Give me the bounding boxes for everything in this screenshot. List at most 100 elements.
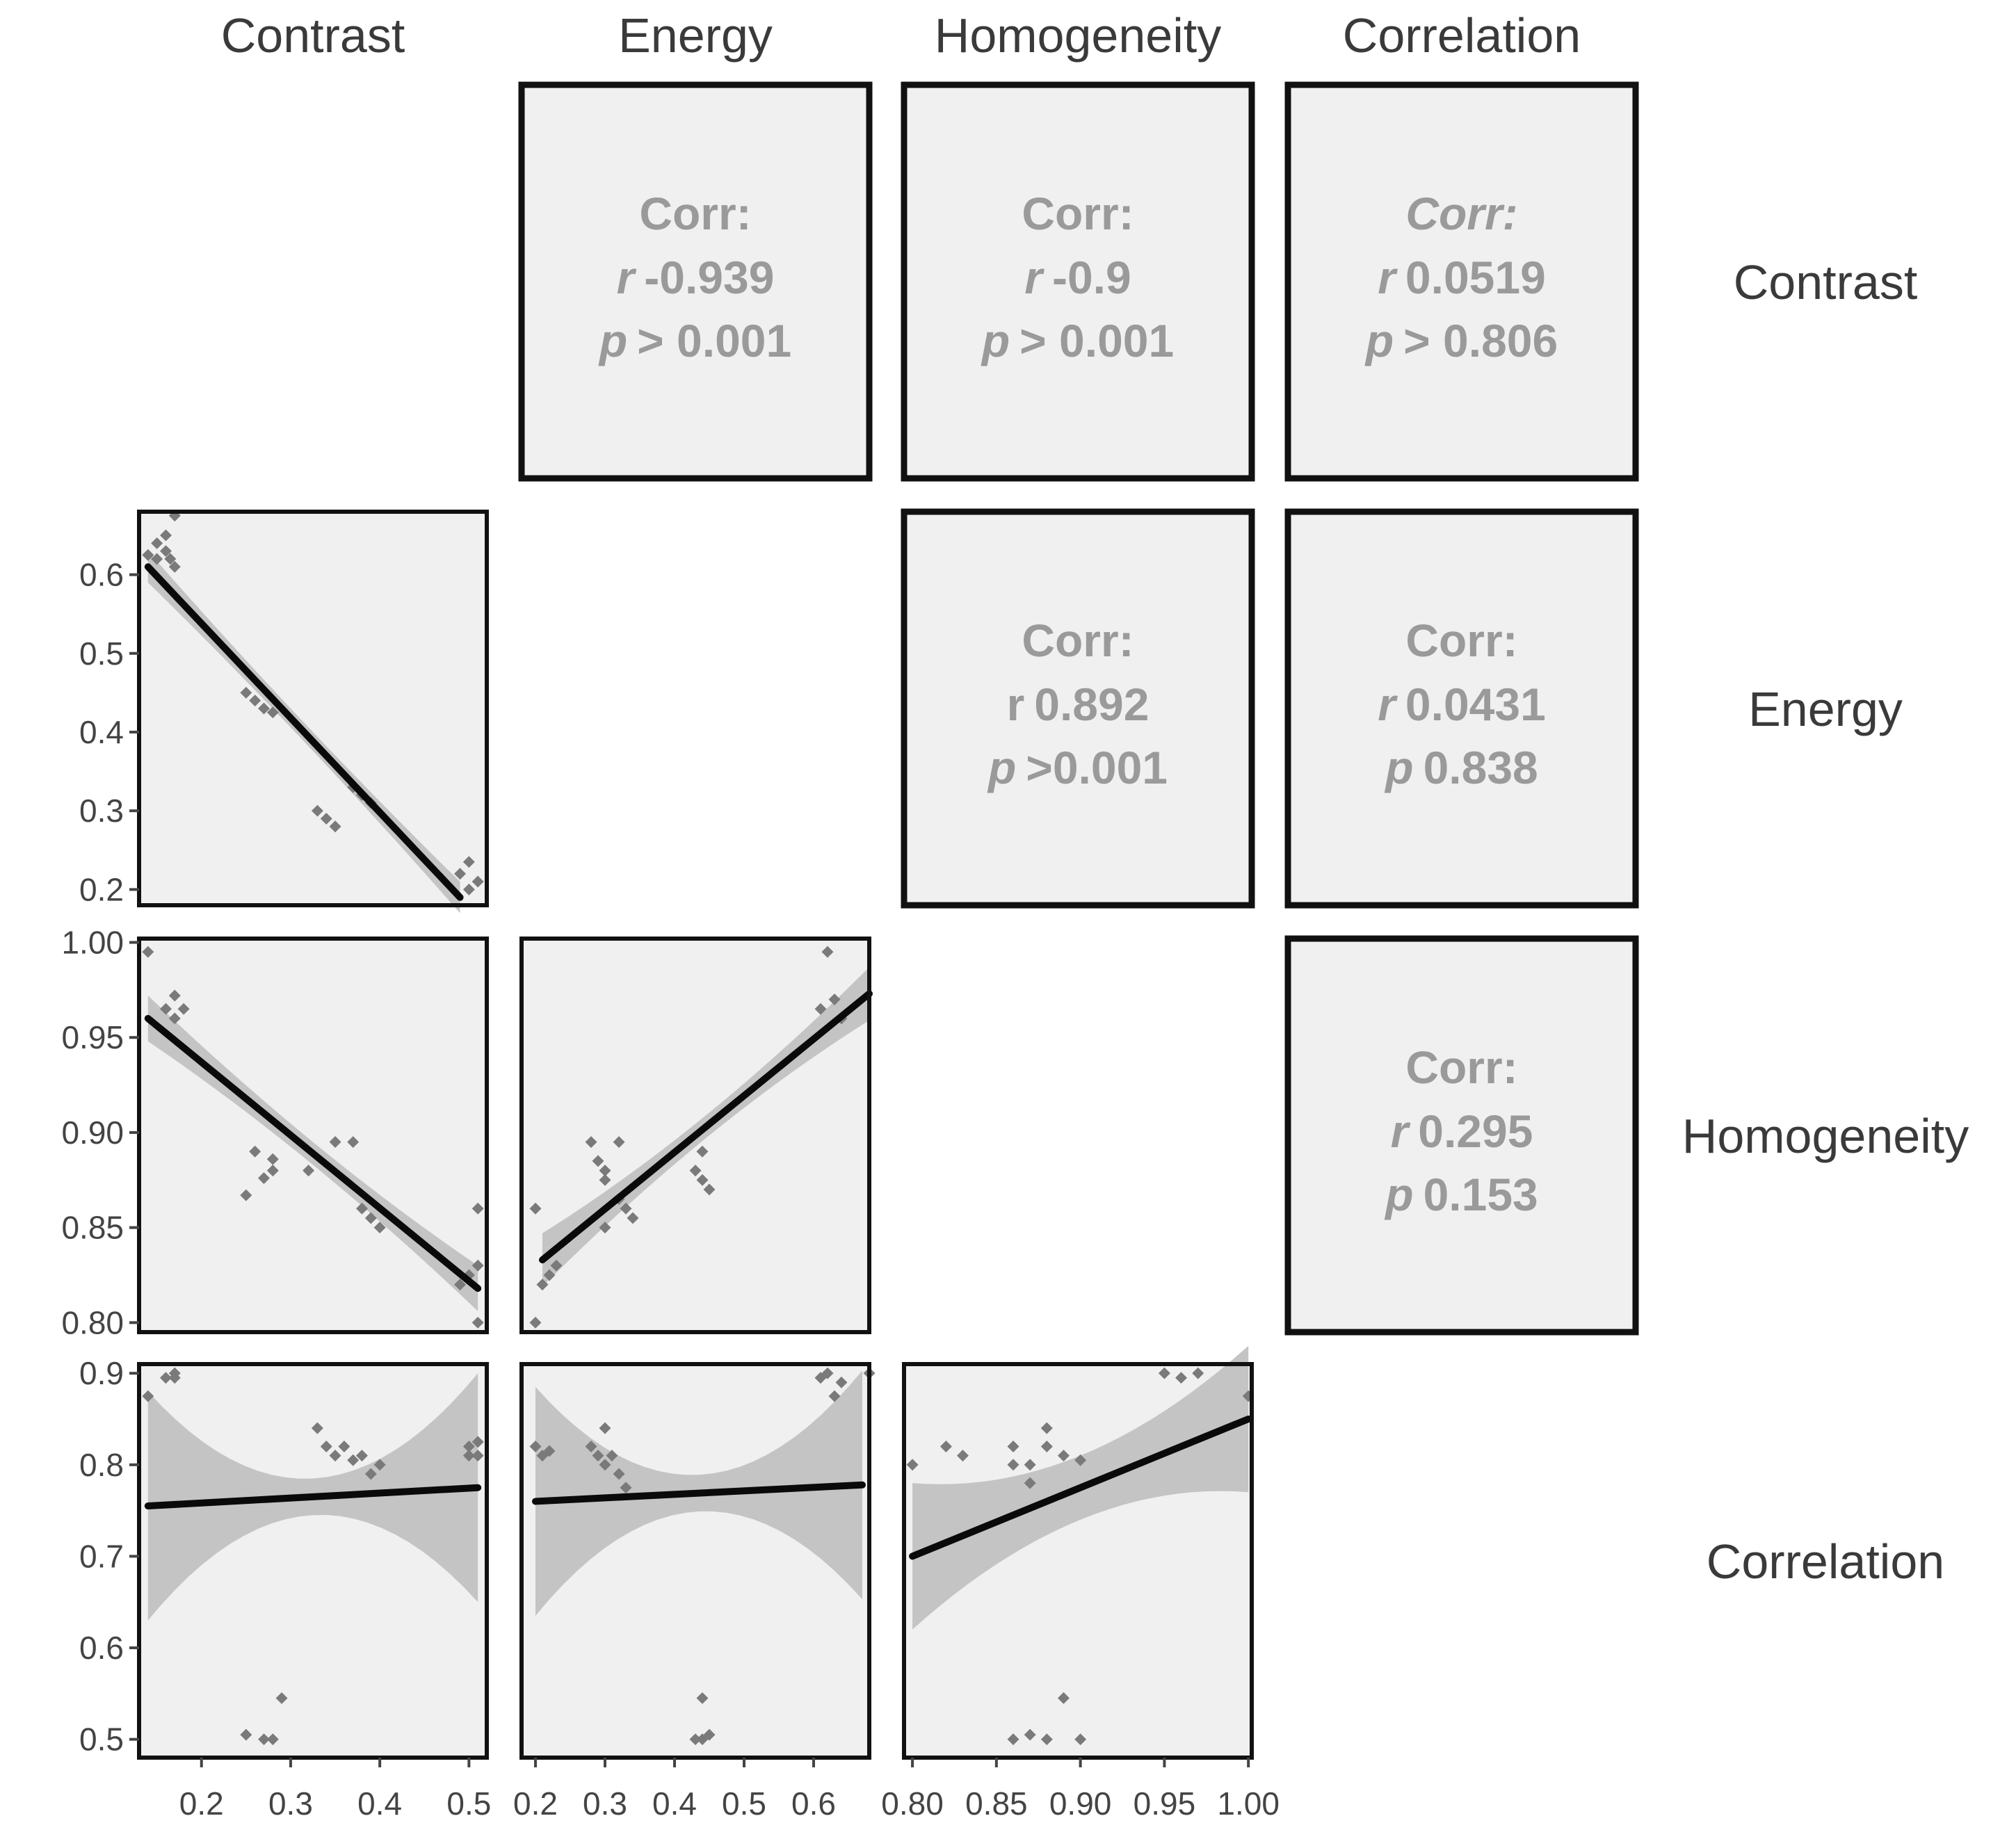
p-value: > 0.806 <box>1403 315 1558 366</box>
data-point <box>168 989 181 1002</box>
scatter-panel-frame <box>137 510 489 907</box>
corr-panel-frame <box>1284 935 1639 1336</box>
p-symbol: p <box>987 742 1016 793</box>
p-symbol: p <box>1364 315 1394 366</box>
scatter-panel-frame <box>519 937 871 1334</box>
y-tick-label: 0.90 <box>61 1115 124 1151</box>
corr-header-text: Corr: <box>1405 1041 1517 1093</box>
data-point <box>160 1003 172 1015</box>
r-value: 0.0519 <box>1405 252 1546 303</box>
x-tick-label: 0.3 <box>268 1785 313 1822</box>
row-label-energy: Energy <box>1748 682 1903 736</box>
scatter-panel-frame <box>137 937 489 1334</box>
scatter-panel-contrast-vs-correlation <box>137 1362 489 1760</box>
corr-header: Corr: <box>1022 188 1134 239</box>
corr-panel-background <box>1288 85 1636 478</box>
x-tick-label: 0.80 <box>881 1785 944 1822</box>
regression-line <box>909 1415 1252 1560</box>
p-symbol: p <box>981 315 1010 366</box>
data-point <box>329 820 341 833</box>
corr-p-line: p > 0.001 <box>981 315 1174 366</box>
y-tick-label: 0.80 <box>61 1304 124 1340</box>
corr-header-text: Corr: <box>1405 615 1517 666</box>
x-tick-label: 1.00 <box>1217 1785 1280 1822</box>
data-point <box>364 1212 377 1224</box>
r-value: -0.939 <box>644 252 774 303</box>
data-point <box>249 695 261 707</box>
corr-panel-background <box>1288 939 1636 1332</box>
x-tick-label: 0.3 <box>583 1785 627 1822</box>
data-point <box>462 1450 475 1462</box>
data-point <box>906 1459 919 1471</box>
corr-panel-frame <box>901 81 1255 482</box>
data-point <box>258 1733 270 1746</box>
x-tick-label: 0.4 <box>652 1785 697 1822</box>
p-value: >0.001 <box>1026 742 1168 793</box>
y-tick-label: 0.9 <box>79 1355 124 1391</box>
corr-header: Corr: <box>1405 188 1517 239</box>
x-tick-label: 0.95 <box>1134 1785 1196 1822</box>
data-point <box>599 1174 611 1186</box>
corr-p-line: p 0.153 <box>1384 1169 1538 1220</box>
corr-p-line: p >0.001 <box>987 742 1168 793</box>
data-point <box>168 1012 181 1025</box>
r-symbol: r <box>1007 679 1025 730</box>
p-value: > 0.001 <box>1019 315 1174 366</box>
corr-panel-frame <box>1284 81 1639 482</box>
corr-r-line: r 0.0519 <box>1378 252 1546 303</box>
scatter-panel-contrast-vs-energy <box>137 510 489 914</box>
r-value: 0.295 <box>1418 1105 1533 1157</box>
data-point <box>373 1459 386 1471</box>
p-value: 0.153 <box>1424 1169 1538 1220</box>
y-tick-label: 0.6 <box>79 557 124 593</box>
data-point <box>696 1174 709 1186</box>
corr-header: Corr: <box>639 188 751 239</box>
corr-r-line: r 0.0431 <box>1378 679 1546 730</box>
y-tick-label: 0.2 <box>79 871 124 907</box>
x-tick-label: 0.5 <box>446 1785 491 1822</box>
data-point <box>821 946 834 958</box>
r-value: 0.892 <box>1034 679 1149 730</box>
scatter-panel-background <box>139 939 487 1332</box>
corr-panel-frame <box>1284 508 1639 909</box>
corr-panel-background <box>904 512 1252 905</box>
data-point <box>471 1259 484 1272</box>
data-point <box>821 1367 834 1379</box>
corr-r-line: r -0.9 <box>1024 252 1131 303</box>
column-label-contrast: Contrast <box>221 8 405 63</box>
x-axis-contrast: 0.2 0.3 0.4 0.5 <box>179 1758 491 1822</box>
corr-header: Corr: <box>1405 615 1517 666</box>
scatter-panel-background <box>139 512 487 905</box>
data-point <box>320 813 332 825</box>
data-point <box>266 1165 279 1177</box>
corr-r-line: r -0.939 <box>617 252 775 303</box>
corr-header-text: Corr: <box>1022 615 1134 666</box>
scatter-panel-homogeneity-vs-correlation <box>902 1345 1255 1760</box>
y-tick-label: 0.6 <box>79 1630 124 1666</box>
corr-panel-contrast-homogeneity: Corr: r -0.9 p > 0.001 <box>901 81 1255 482</box>
column-label-energy: Energy <box>618 8 773 63</box>
y-tick-label: 1.00 <box>61 924 124 960</box>
data-point <box>1007 1733 1019 1746</box>
corr-panel-energy-homogeneity: Corr: r 0.892 p >0.001 <box>901 508 1255 909</box>
corr-panel-background <box>522 85 869 478</box>
data-point <box>240 1189 252 1201</box>
y-tick-label: 0.5 <box>79 1721 124 1758</box>
p-symbol: p <box>1384 742 1413 793</box>
row-label-contrast: Contrast <box>1734 255 1918 309</box>
data-point <box>151 537 163 549</box>
data-point <box>168 560 181 573</box>
column-label-correlation: Correlation <box>1343 8 1581 63</box>
scatter-panel-energy-vs-homogeneity <box>519 937 873 1334</box>
data-point <box>957 1450 969 1462</box>
data-point <box>627 1212 639 1224</box>
r-value: -0.9 <box>1052 252 1131 303</box>
data-point <box>1007 1440 1019 1452</box>
data-point <box>939 1440 952 1452</box>
p-symbol: p <box>598 315 627 366</box>
corr-panel-contrast-correlation: Corr: r 0.0519 p > 0.806 <box>1284 81 1639 482</box>
data-point <box>142 946 154 958</box>
corr-header-text: Corr: <box>1022 188 1134 239</box>
x-tick-label: 0.5 <box>722 1785 766 1822</box>
